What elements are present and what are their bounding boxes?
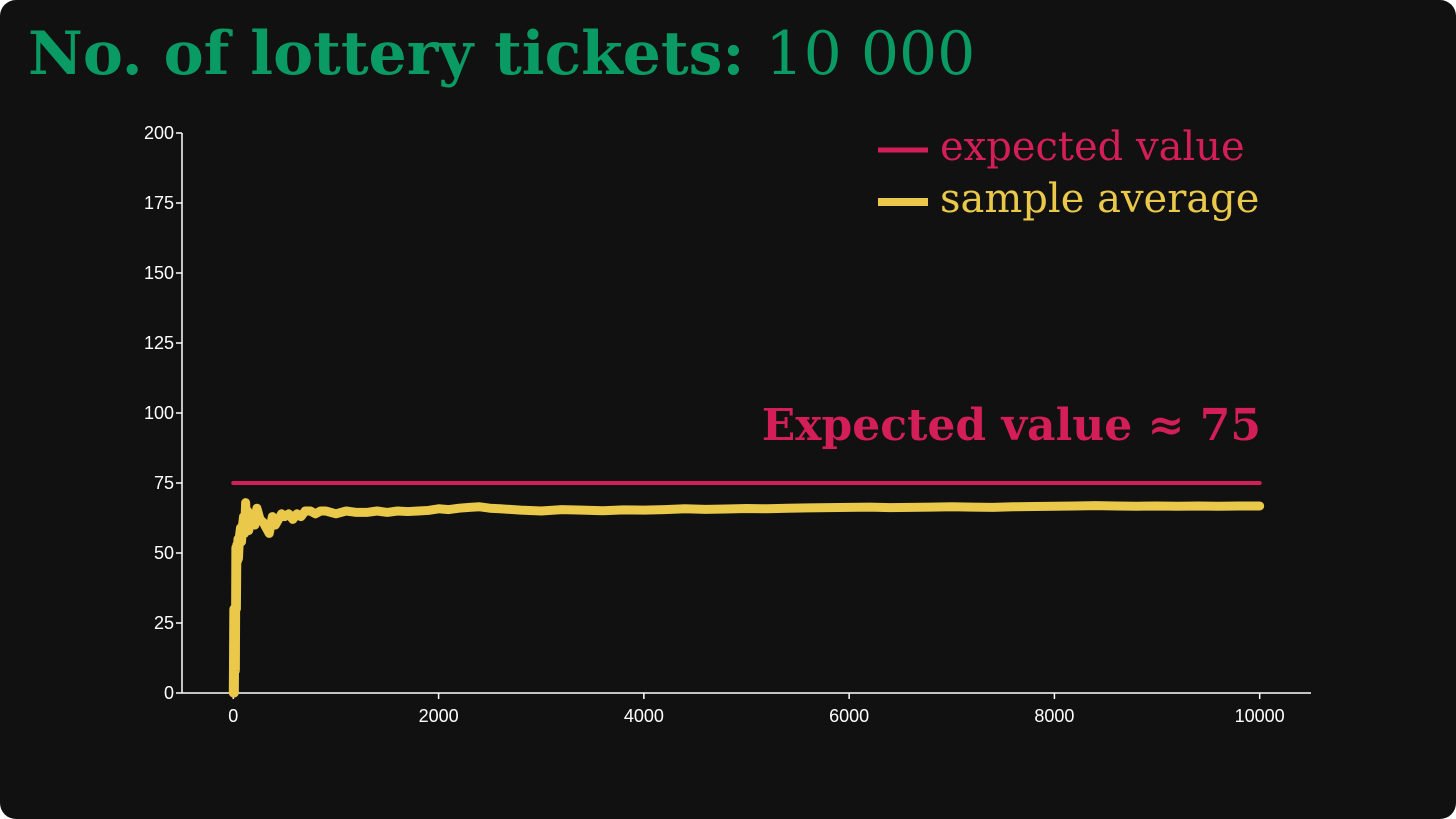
x-tick-label: 6000 <box>829 706 869 726</box>
y-tick-labels: 0 25 50 75 100 125 150 175 200 <box>144 123 182 703</box>
legend-label-sample: sample average <box>940 176 1259 222</box>
legend: expected value sample average <box>878 124 1259 222</box>
y-tick-label: 75 <box>154 473 174 493</box>
x-tick-label: 8000 <box>1034 706 1074 726</box>
x-tick-label: 4000 <box>624 706 664 726</box>
series-layer <box>228 481 1265 698</box>
x-tick-label: 10000 <box>1235 706 1285 726</box>
page-title: No. of lottery tickets: 10 000 <box>28 14 975 94</box>
ticket-count-label: No. of lottery tickets: <box>28 19 745 89</box>
y-tick-label: 25 <box>154 613 174 633</box>
x-tick-label: 0 <box>228 706 238 726</box>
y-tick-label: 50 <box>154 543 174 563</box>
y-tick-label: 100 <box>144 403 174 423</box>
expected-value-annotation: Expected value ≈ 75 <box>762 400 1261 451</box>
y-tick-label: 125 <box>144 333 174 353</box>
legend-label-expected: expected value <box>940 124 1245 170</box>
y-tick-label: 0 <box>164 683 174 703</box>
y-tick-label: 175 <box>144 193 174 213</box>
series-line-sample-average <box>228 498 1265 698</box>
y-tick-label: 200 <box>144 123 174 143</box>
x-tick-label: 2000 <box>419 706 459 726</box>
ticket-count-value: 10 000 <box>765 19 976 89</box>
y-tick-label: 150 <box>144 263 174 283</box>
x-tick-labels: 0 2000 4000 6000 8000 10000 <box>228 693 1285 726</box>
